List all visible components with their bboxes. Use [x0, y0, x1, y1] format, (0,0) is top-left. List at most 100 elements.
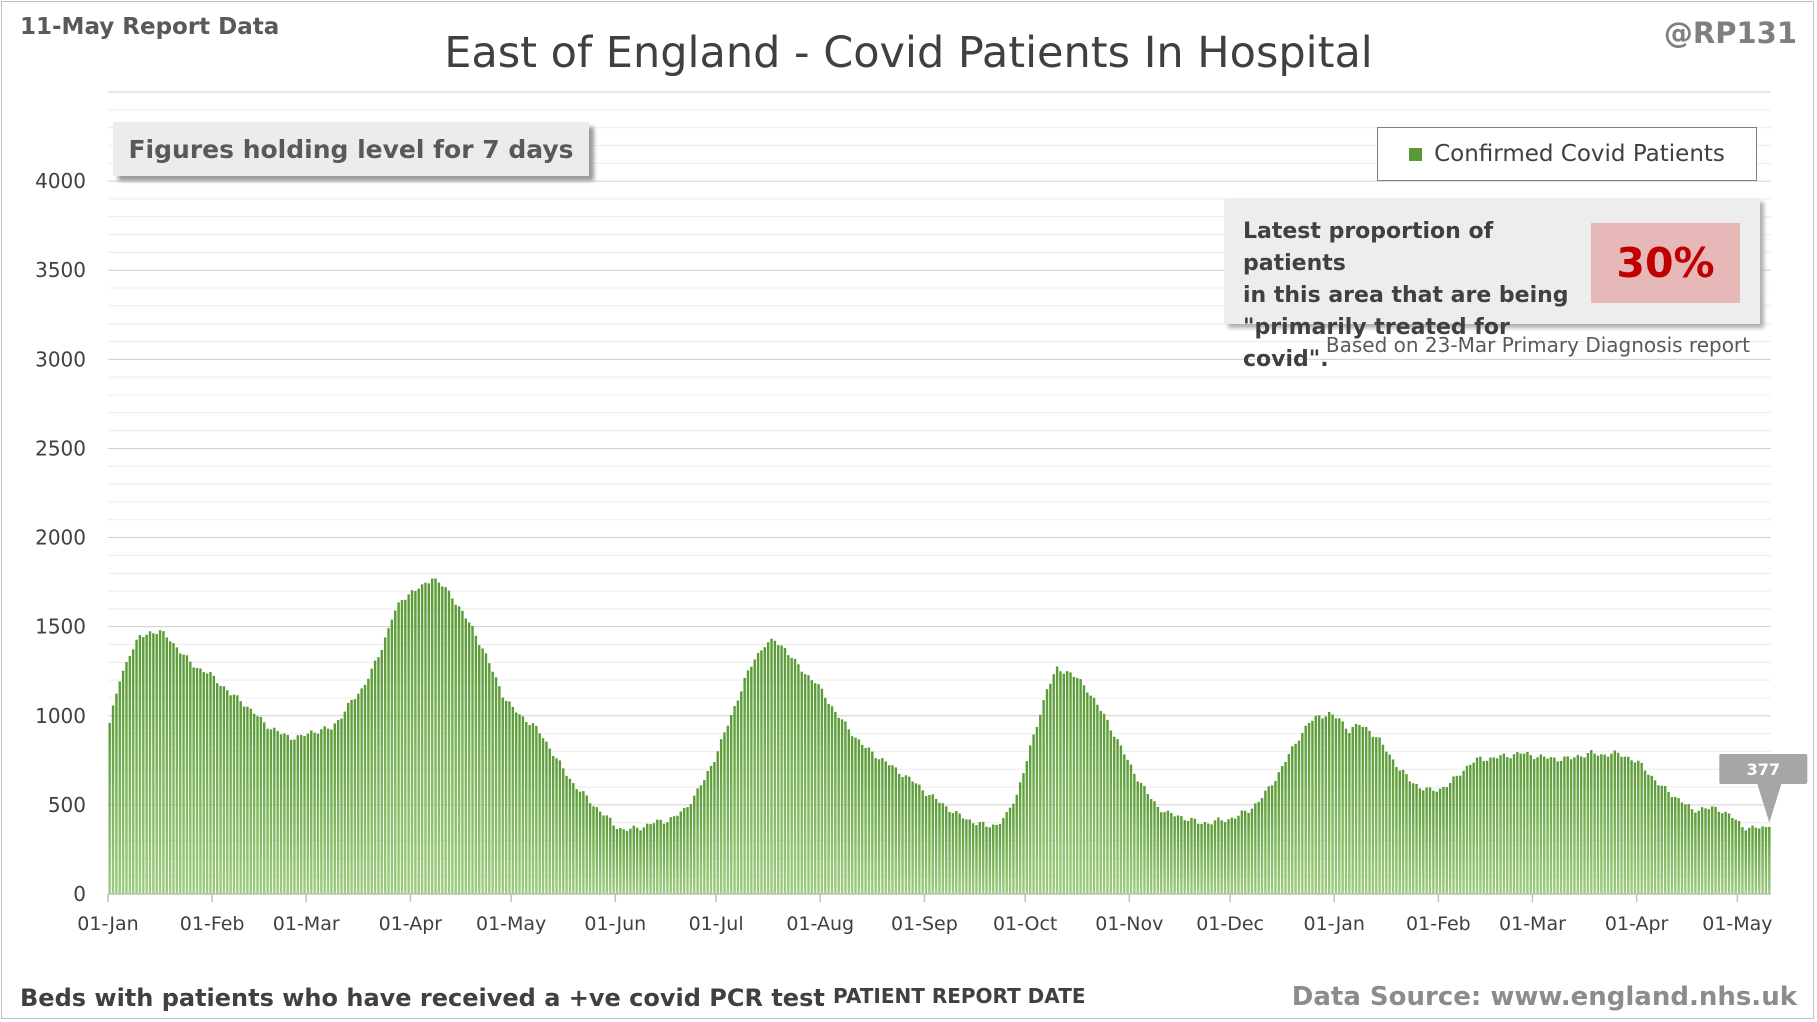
- bar: [535, 725, 538, 894]
- bar: [1341, 721, 1344, 894]
- bar: [1297, 740, 1301, 894]
- bar: [148, 631, 152, 894]
- bar: [1737, 820, 1741, 894]
- y-tick-label: 0: [73, 882, 86, 906]
- bar: [861, 744, 864, 894]
- bar: [1640, 762, 1643, 894]
- bar: [1422, 790, 1425, 894]
- bar: [568, 778, 572, 894]
- x-tick-label: 01-Mar: [1499, 913, 1566, 935]
- bar: [931, 794, 934, 894]
- bar: [679, 811, 683, 894]
- bar: [1428, 787, 1432, 894]
- bar: [1489, 757, 1492, 894]
- bar: [551, 756, 555, 894]
- holding-level-note: Figures holding level for 7 days: [113, 122, 589, 176]
- bar: [1112, 736, 1116, 894]
- bar: [824, 697, 827, 894]
- bar: [1519, 753, 1522, 894]
- x-tick-label: 01-May: [1702, 913, 1772, 935]
- bar: [958, 813, 961, 894]
- bar: [807, 675, 810, 894]
- bar: [1623, 756, 1627, 894]
- bar: [1176, 815, 1180, 894]
- bar: [1082, 685, 1086, 894]
- bar: [793, 658, 797, 894]
- bar: [447, 590, 451, 894]
- bar: [1408, 781, 1412, 894]
- callout-box: [1719, 754, 1808, 784]
- bar: [306, 733, 310, 894]
- bar: [1539, 754, 1543, 894]
- bar: [1153, 801, 1156, 894]
- bar: [1472, 762, 1475, 894]
- bar: [538, 733, 541, 894]
- bar: [1250, 808, 1254, 894]
- bar: [753, 659, 756, 894]
- bar: [1395, 767, 1398, 894]
- bar: [1442, 787, 1445, 894]
- bar: [441, 586, 444, 894]
- bar: [659, 819, 662, 894]
- bar: [740, 691, 743, 894]
- bar: [1499, 755, 1502, 894]
- bar: [451, 598, 454, 894]
- bar: [1092, 697, 1096, 894]
- info-text-line-1: Latest proportion of patients: [1243, 219, 1494, 276]
- bar-series: [108, 578, 1771, 894]
- bar: [1549, 757, 1553, 894]
- bar: [766, 642, 770, 894]
- bar: [1492, 757, 1496, 894]
- bar: [461, 610, 464, 894]
- bar: [622, 829, 625, 894]
- bar: [1230, 817, 1233, 894]
- bar: [155, 634, 158, 894]
- bar: [850, 736, 854, 894]
- x-tick-label: 01-Apr: [379, 913, 443, 935]
- bar: [615, 829, 619, 894]
- bar: [1260, 798, 1264, 894]
- bar: [1364, 726, 1368, 894]
- bar: [246, 706, 249, 894]
- bar: [1035, 726, 1039, 894]
- bar: [928, 794, 931, 894]
- bar: [484, 653, 488, 894]
- bar: [1311, 720, 1314, 894]
- bar: [1586, 752, 1590, 894]
- bar: [1378, 737, 1381, 894]
- bar: [424, 582, 427, 894]
- bar: [1687, 804, 1690, 894]
- bar: [639, 830, 642, 894]
- bar: [1761, 826, 1764, 894]
- bar: [310, 730, 313, 894]
- bar: [108, 722, 111, 894]
- bar: [1086, 692, 1089, 894]
- bar: [1307, 722, 1311, 894]
- bar: [1620, 756, 1623, 894]
- bar: [347, 702, 350, 894]
- bar: [992, 824, 995, 894]
- bar: [1375, 737, 1378, 894]
- bar: [437, 582, 441, 894]
- bar: [1526, 752, 1529, 894]
- bar: [340, 718, 343, 894]
- bar: [558, 760, 562, 894]
- bar: [172, 643, 175, 894]
- bar: [323, 726, 326, 894]
- bar: [1133, 773, 1136, 894]
- bar: [1556, 761, 1559, 894]
- bar: [978, 822, 982, 894]
- bar: [820, 688, 824, 894]
- bar: [995, 824, 998, 894]
- x-tick-label: 01-Apr: [1605, 913, 1669, 935]
- bar: [377, 657, 380, 894]
- bar: [1317, 715, 1321, 894]
- bar: [1452, 776, 1455, 894]
- bar: [115, 693, 118, 894]
- bar: [296, 735, 300, 894]
- bar: [1183, 820, 1186, 894]
- bar: [588, 803, 592, 894]
- bar: [1532, 759, 1536, 894]
- bar: [1190, 817, 1193, 894]
- bar: [783, 648, 787, 894]
